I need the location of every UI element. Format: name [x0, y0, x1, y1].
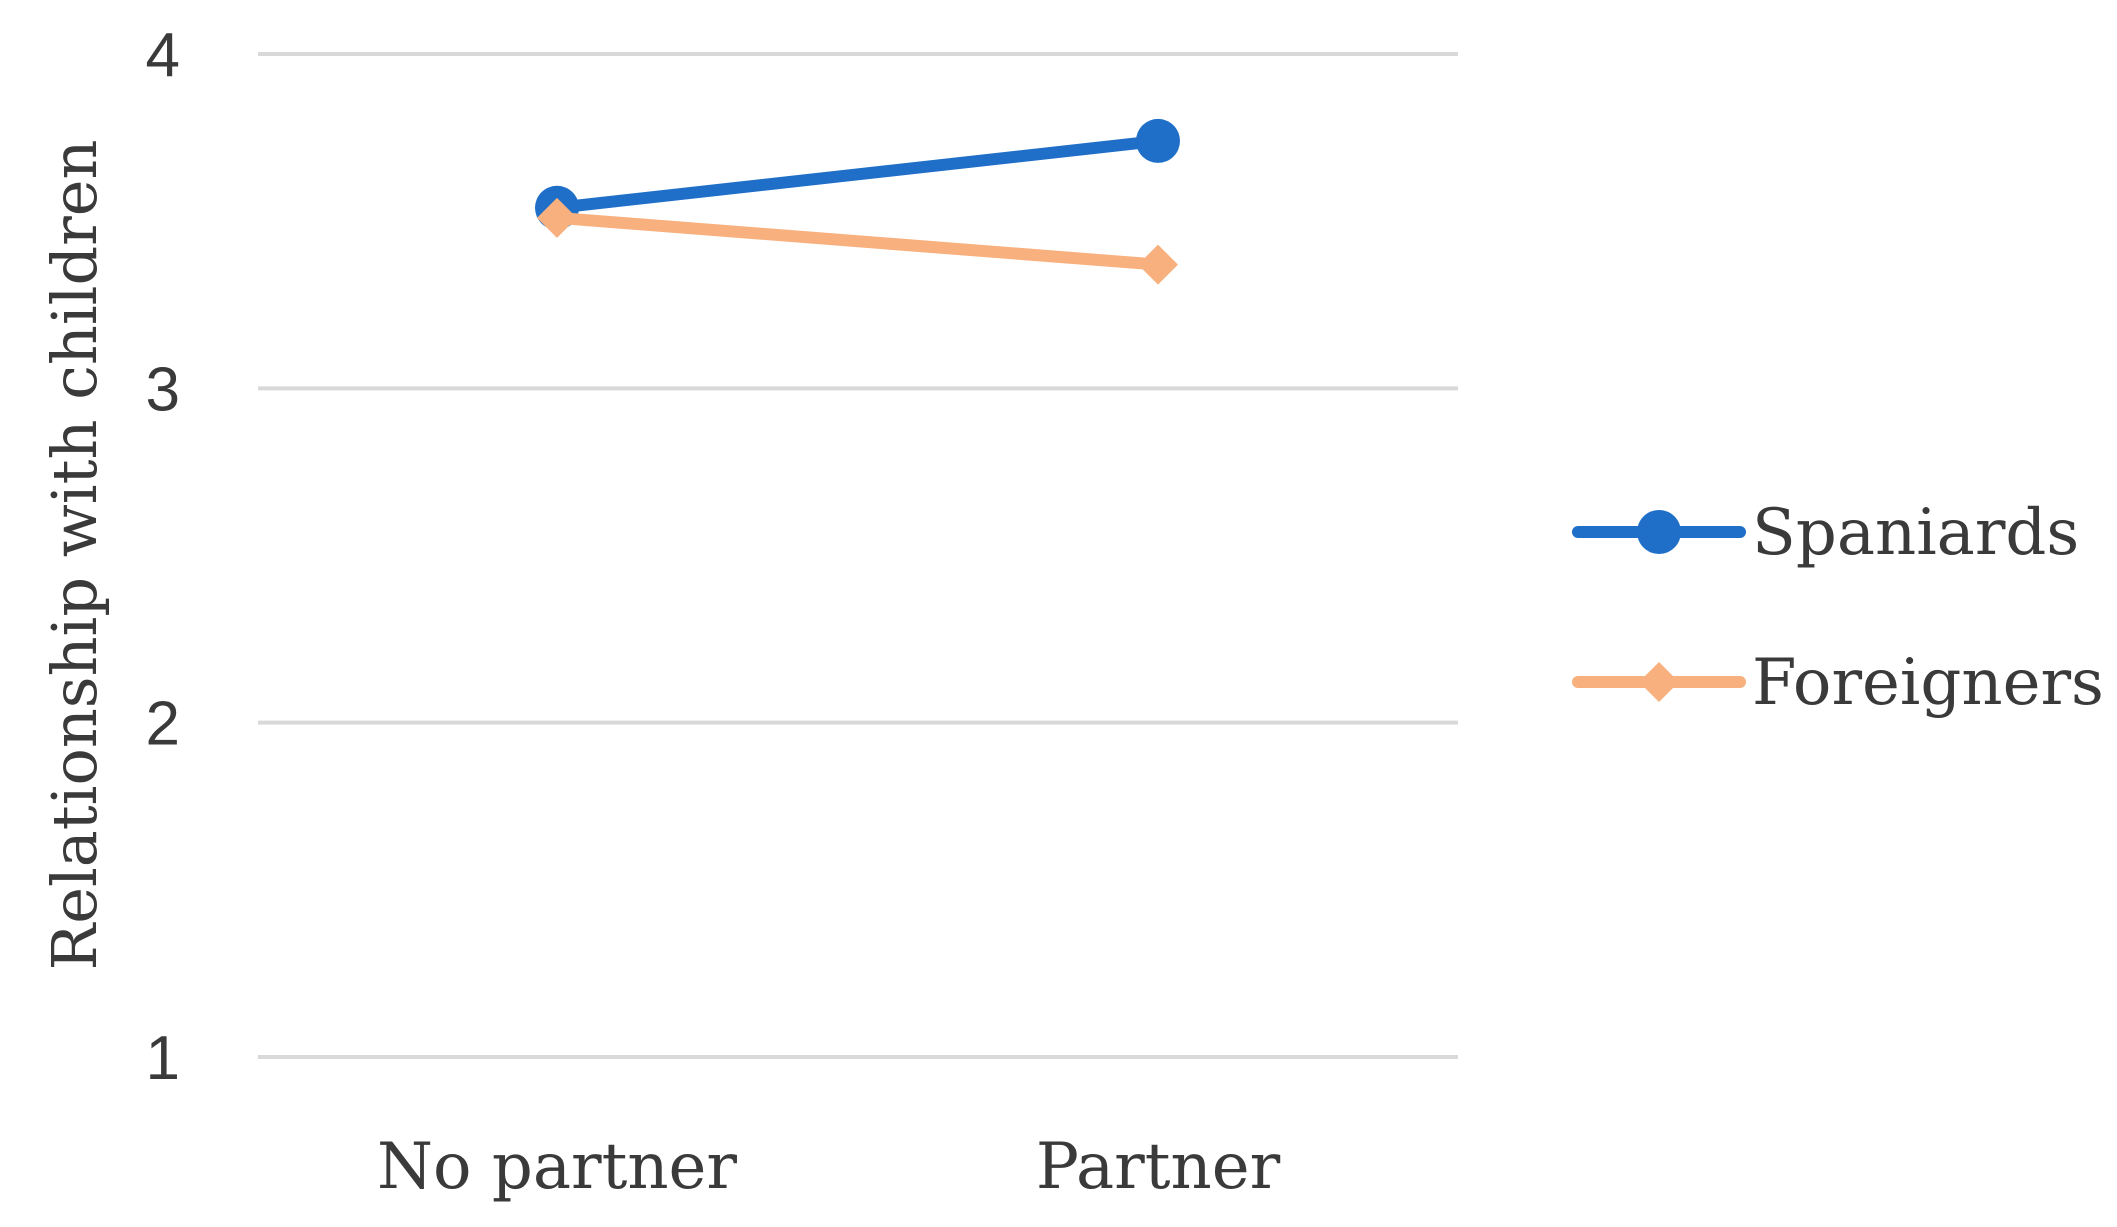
y-tick-label: 2: [146, 690, 180, 759]
legend-swatch-marker: [1639, 662, 1679, 702]
x-axis-ticks: No partner Partner: [377, 1130, 1281, 1204]
x-tick-label: No partner: [377, 1130, 737, 1204]
legend: Spaniards Foreigners: [1572, 496, 2104, 720]
series-spaniards: [535, 118, 1180, 230]
data-point-spaniards: [1136, 118, 1180, 163]
series-foreigners: [537, 197, 1178, 285]
legend-item-spaniards: Spaniards: [1572, 496, 2079, 570]
y-tick-label: 4: [146, 21, 180, 90]
x-tick-label: Partner: [1036, 1130, 1281, 1204]
legend-label: Spaniards: [1752, 496, 2079, 570]
y-tick-label: 3: [146, 355, 180, 424]
legend-swatch-marker: [1637, 510, 1681, 554]
series-line-foreigners: [551, 211, 1164, 271]
data-point-foreigners: [537, 197, 577, 238]
y-axis-ticks: 1 2 3 4: [146, 21, 180, 1093]
y-tick-label: 1: [146, 1024, 180, 1093]
legend-label: Foreigners: [1752, 646, 2104, 720]
gridlines: [258, 52, 1458, 1059]
y-axis-title: Relationship with children: [38, 140, 111, 971]
series: [535, 118, 1180, 285]
data-point-foreigners: [1138, 244, 1178, 285]
series-line-spaniards: [551, 134, 1164, 214]
legend-item-foreigners: Foreigners: [1572, 646, 2104, 720]
